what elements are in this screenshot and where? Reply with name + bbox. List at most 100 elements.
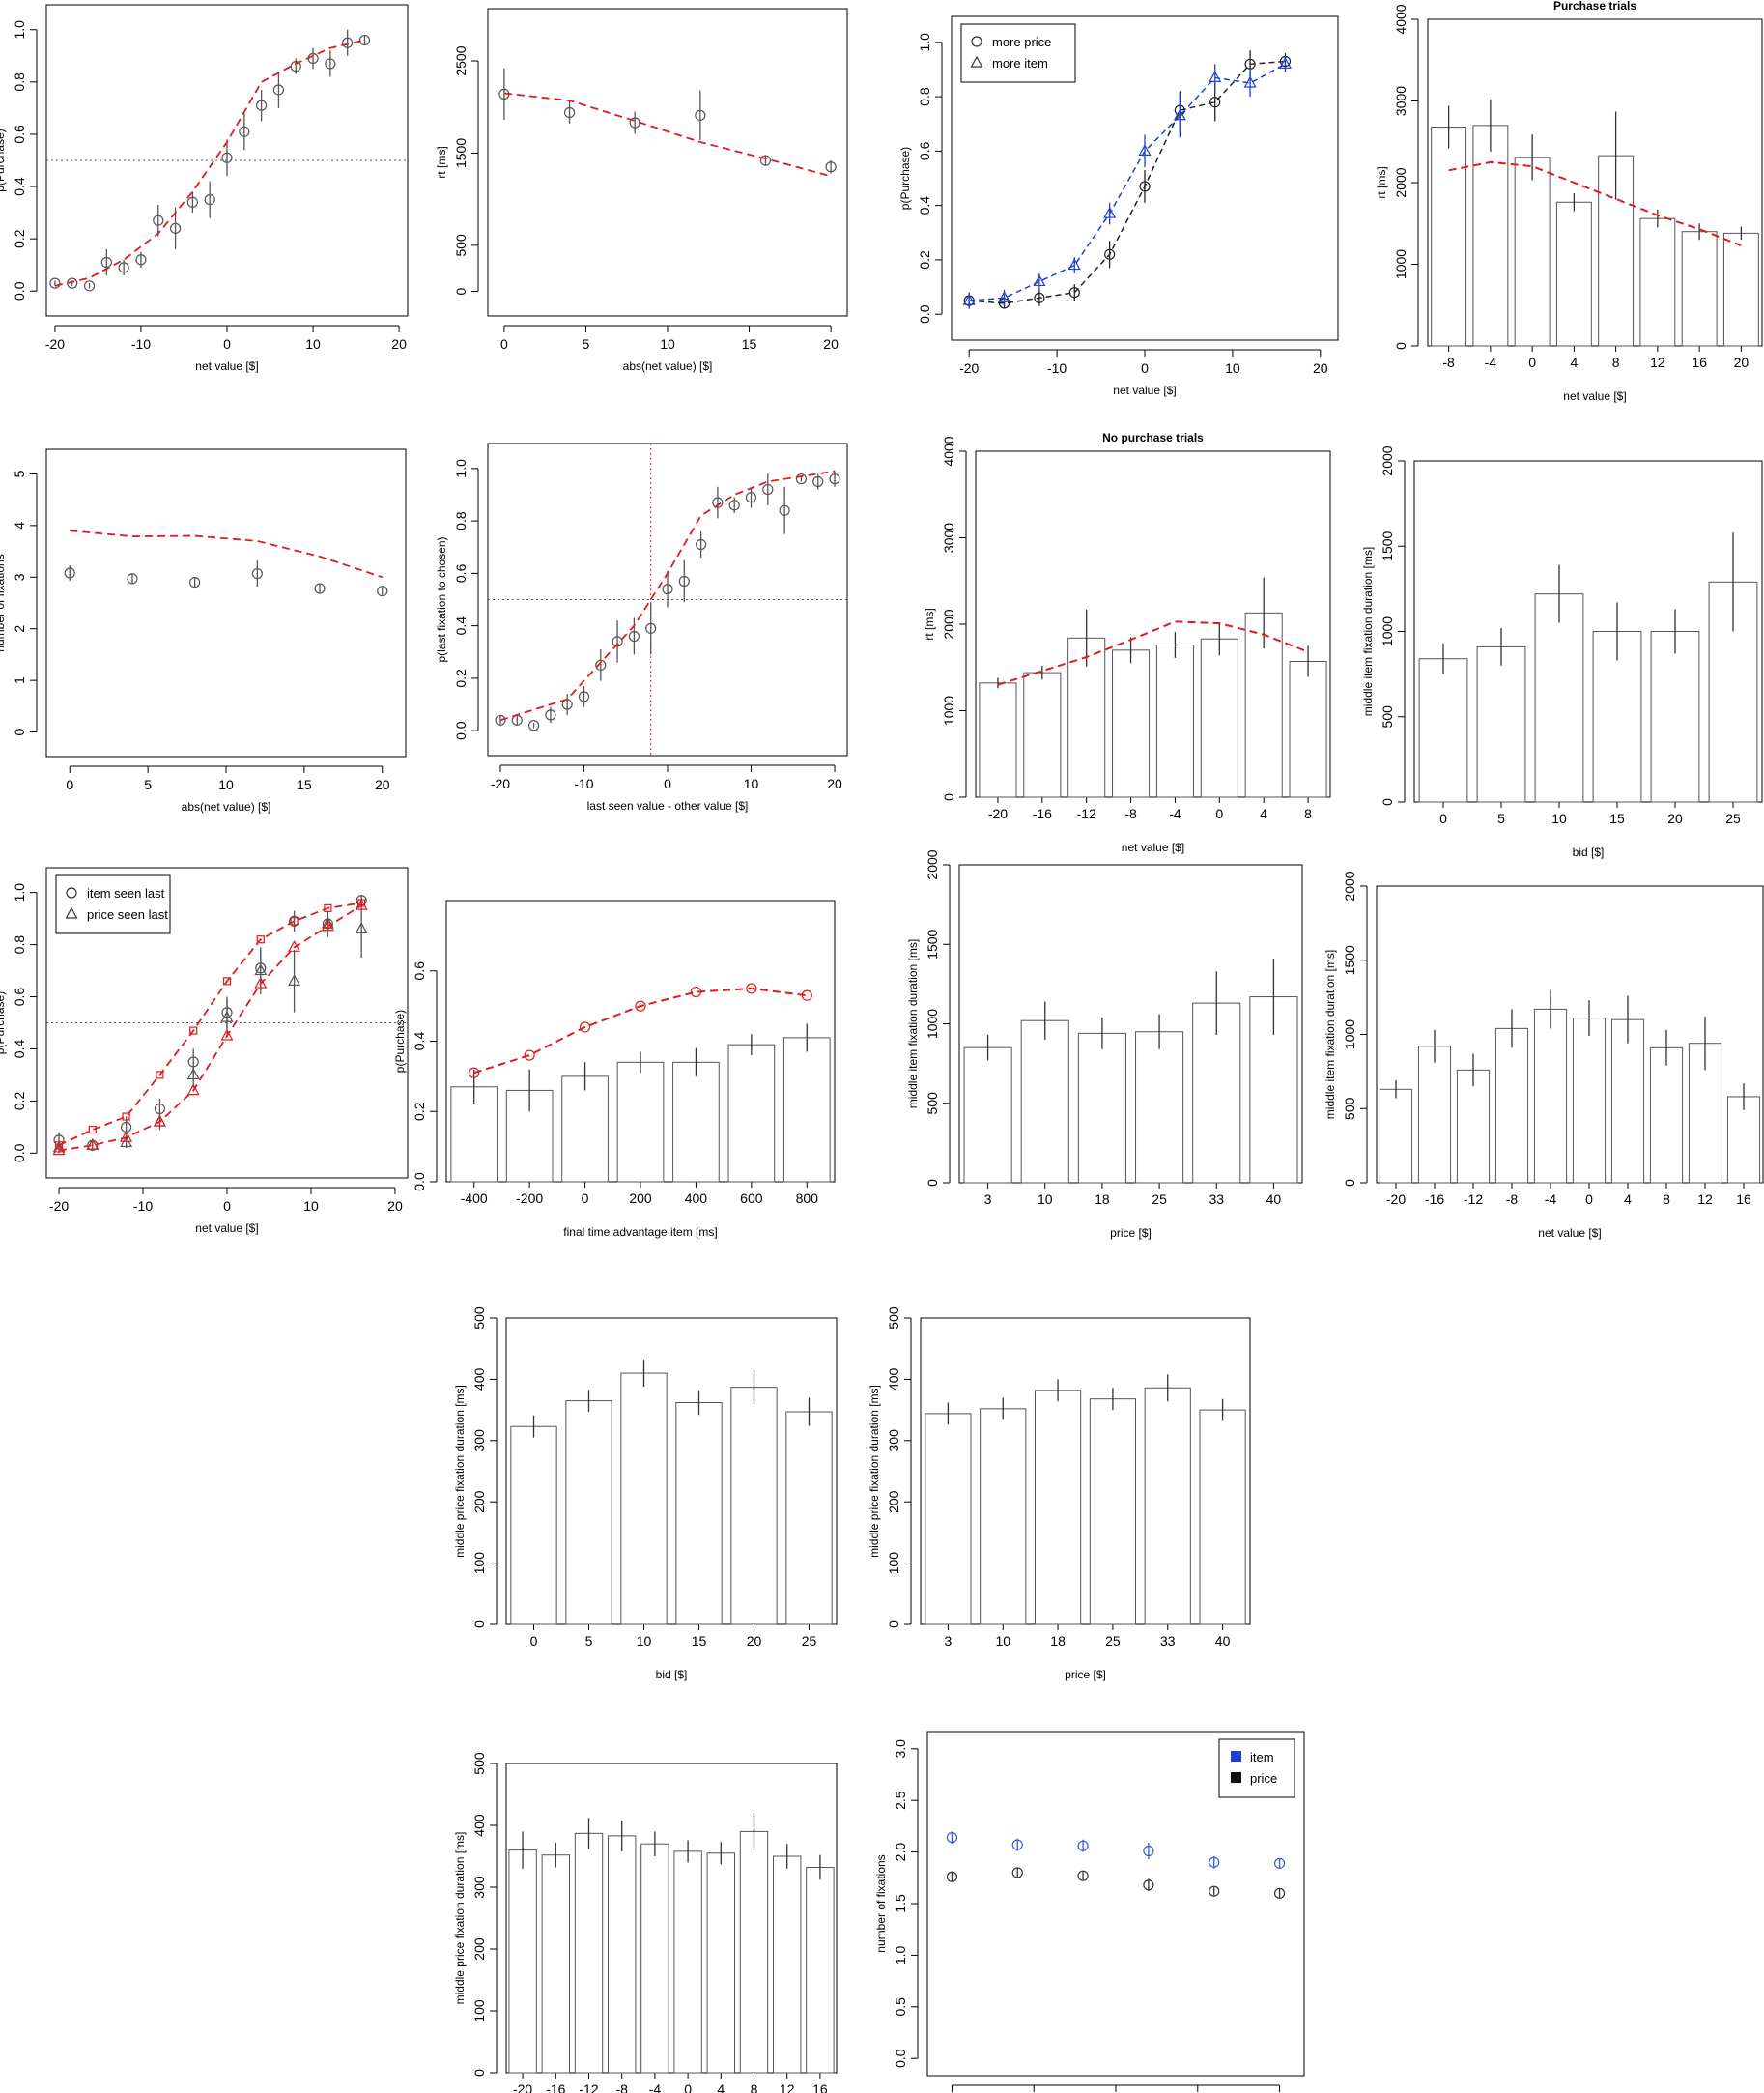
y-tick-label: 0.6 xyxy=(12,988,27,1007)
plot-frame xyxy=(1427,18,1763,347)
bar xyxy=(1650,631,1700,803)
x-tick-label: 0 xyxy=(1439,811,1447,826)
y-tick-label: 0 xyxy=(453,287,469,295)
y-tick-label: 1500 xyxy=(1342,945,1357,975)
x-axis-label: last seen value - other value [$] xyxy=(587,799,749,813)
data-point xyxy=(135,254,147,266)
model-point xyxy=(254,976,268,989)
legend-label: item xyxy=(1250,1750,1274,1764)
y-axis-label: rt [ms] xyxy=(923,608,936,640)
x-tick-label: -10 xyxy=(131,336,151,352)
y-tick-label: 0.6 xyxy=(12,125,27,144)
bar xyxy=(574,1832,604,2074)
y-tick-label: 4000 xyxy=(941,436,956,466)
y-tick-label: 0.4 xyxy=(12,1040,27,1059)
data-point xyxy=(321,916,334,929)
bar xyxy=(1610,1018,1645,1184)
x-tick-label: 0 xyxy=(530,1633,538,1649)
x-axis-label: net value [$] xyxy=(1122,841,1184,854)
y-axis-label: middle price fixation duration [ms] xyxy=(868,1385,881,1558)
bar xyxy=(1649,1046,1684,1184)
data-point xyxy=(1209,1856,1220,1868)
x-tick-label: 4 xyxy=(1260,806,1267,821)
x-axis-label: final time advantage item [ms] xyxy=(563,1225,717,1239)
data-point xyxy=(628,630,640,643)
x-tick-label: 800 xyxy=(796,1190,819,1206)
data-point xyxy=(1209,71,1222,82)
bar xyxy=(980,1408,1027,1625)
x-tick-label: 16 xyxy=(812,2081,828,2093)
y-tick-label: 2000 xyxy=(925,849,940,879)
y-tick-label: 300 xyxy=(471,1876,487,1899)
bar xyxy=(673,1850,702,2074)
bar xyxy=(1572,1018,1607,1184)
x-tick-label: 20 xyxy=(827,776,842,791)
bar xyxy=(1155,644,1194,798)
x-tick-label: 40 xyxy=(1215,1633,1231,1649)
y-tick-label: 0.0 xyxy=(917,304,932,324)
data-point xyxy=(527,720,540,731)
y-axis-label: rt [ms] xyxy=(435,146,448,178)
y-tick-label: 1.0 xyxy=(917,33,932,52)
x-tick-label: -10 xyxy=(133,1198,153,1214)
data-point xyxy=(1033,274,1046,287)
x-tick-label: -4 xyxy=(1169,806,1181,821)
bar xyxy=(730,1387,778,1625)
data-point xyxy=(545,709,556,721)
x-tick-label: -4 xyxy=(649,2081,662,2093)
chart-title: No purchase trials xyxy=(1102,431,1204,444)
bar xyxy=(510,1425,557,1625)
data-point xyxy=(829,473,840,485)
bar xyxy=(640,1843,669,2074)
bar xyxy=(1476,645,1526,803)
legend-marker xyxy=(66,887,77,899)
chart-p9: 0.0 0.2 0.4 0.6 0.8 1.0 p(Purchase) -20 -10 0 10 20… xyxy=(0,867,409,1235)
y-tick-label: 0.2 xyxy=(917,250,932,270)
y-tick-label: 0.0 xyxy=(12,1143,27,1162)
x-tick-label: -4 xyxy=(1485,355,1497,370)
x-axis-label: net value [$] xyxy=(195,359,258,373)
data-point xyxy=(1011,1867,1023,1878)
x-tick-label: 0 xyxy=(1528,355,1536,370)
y-tick-label: 0.8 xyxy=(453,511,469,530)
data-point xyxy=(1209,1885,1220,1897)
model-point xyxy=(54,1141,64,1150)
model-point xyxy=(222,977,232,986)
y-tick-label: 400 xyxy=(471,1368,487,1391)
data-point xyxy=(1104,248,1116,260)
model-point xyxy=(746,983,757,994)
x-tick-label: 0 xyxy=(223,336,231,352)
y-tick-label: 2500 xyxy=(453,45,469,75)
x-tick-label: -16 xyxy=(546,2081,565,2093)
bar xyxy=(608,1835,637,2074)
data-point xyxy=(290,61,301,72)
legend-marker xyxy=(971,36,982,47)
x-tick-label: -20 xyxy=(1386,1191,1406,1207)
data-point xyxy=(118,262,129,273)
y-tick-label: 0 xyxy=(12,728,27,735)
y-tick-label: 0.6 xyxy=(453,563,469,583)
x-tick-label: 12 xyxy=(780,2081,795,2093)
y-tick-label: 2 xyxy=(12,625,27,633)
bar xyxy=(739,1830,769,2074)
x-tick-label: 200 xyxy=(629,1190,652,1206)
y-tick-label: 2.5 xyxy=(893,1791,908,1810)
plot-frame xyxy=(1413,460,1763,803)
model-point xyxy=(324,903,332,912)
model-point xyxy=(186,1083,200,1096)
x-tick-label: 18 xyxy=(1050,1633,1066,1649)
y-tick-label: 1.5 xyxy=(893,1894,908,1913)
model-prediction-line xyxy=(1448,160,1742,246)
bar xyxy=(1418,658,1468,803)
data-point xyxy=(64,567,75,579)
y-tick-label: 0.2 xyxy=(412,1102,427,1121)
x-tick-label: 12 xyxy=(1650,355,1665,370)
y-axis-label: p(Purchase) xyxy=(898,147,912,210)
model-point xyxy=(153,1114,166,1127)
data-point xyxy=(325,58,336,70)
data-point xyxy=(169,222,182,234)
y-tick-label: 1500 xyxy=(1380,530,1395,560)
x-tick-label: 4 xyxy=(717,2081,725,2093)
chart-p3: 0.0 0.2 0.4 0.6 0.8 1.0 p(Purchase) -20 -10 0 10 20… xyxy=(898,15,1339,397)
model-point xyxy=(86,1137,100,1150)
